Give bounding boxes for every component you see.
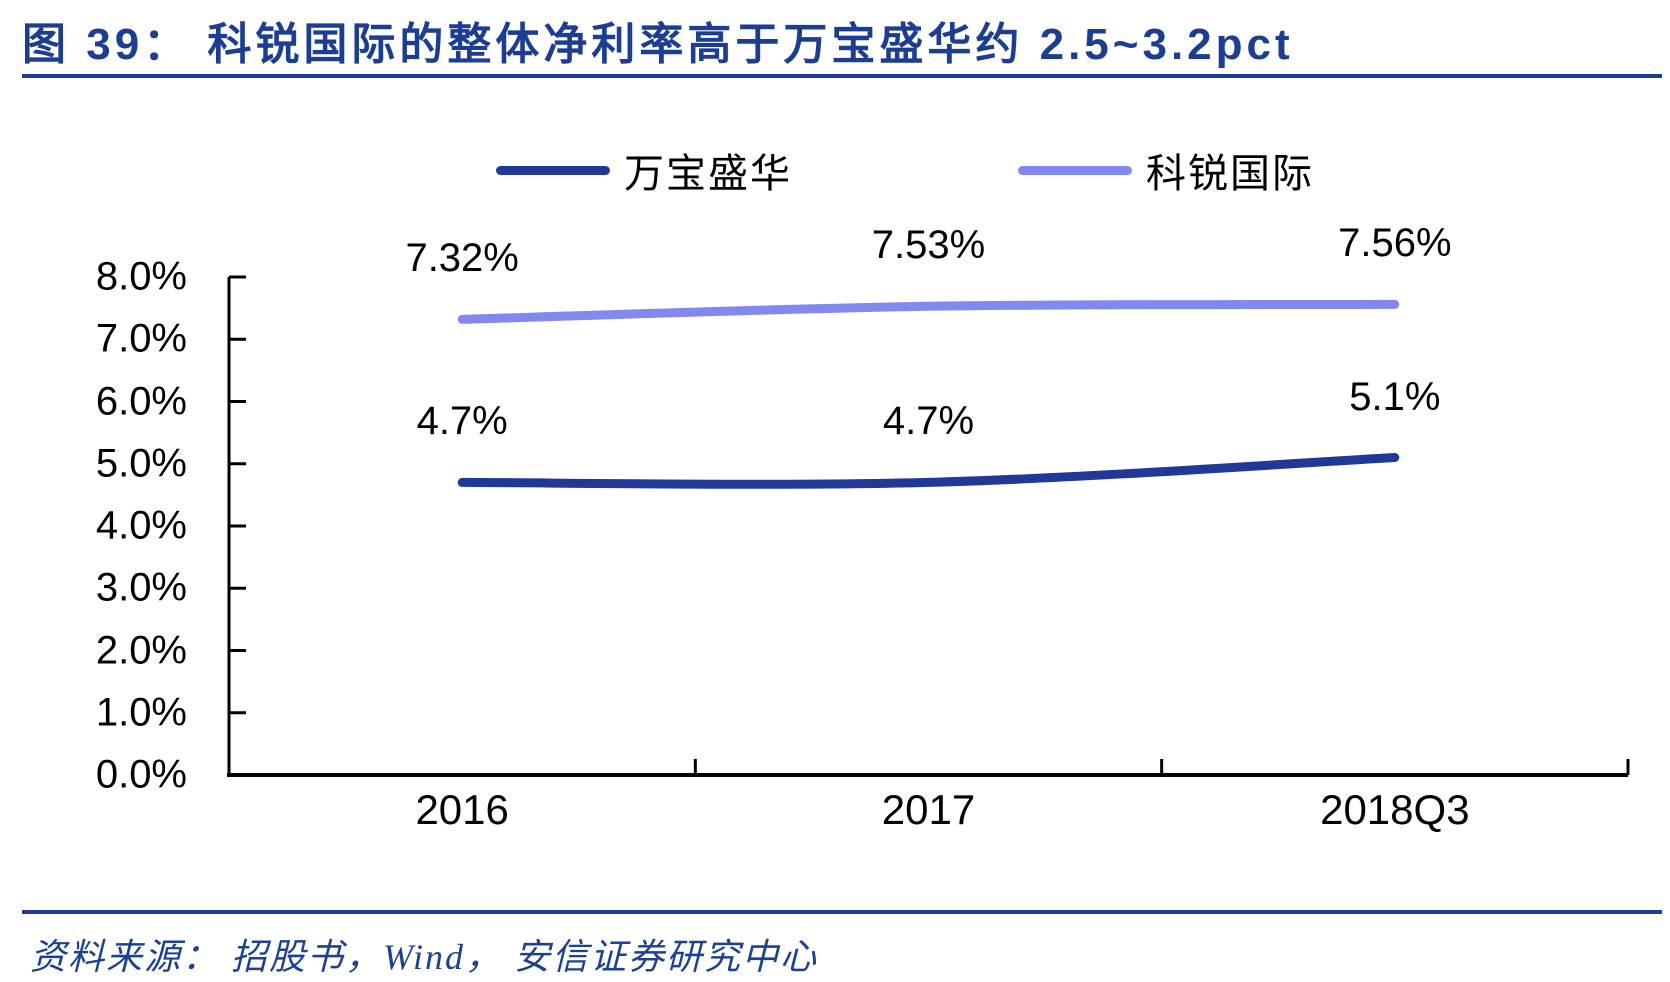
y-axis-tick-label: 2.0%: [95, 628, 187, 672]
legend-swatch-career: [1018, 165, 1132, 175]
y-axis-tick-label: 1.0%: [95, 690, 187, 735]
source-note: 资料来源： 招股书，Wind， 安信证券研究中心: [30, 937, 819, 977]
data-label-series1-pt2: 7.56%: [1338, 221, 1452, 266]
y-axis-tick-label: 8.0%: [95, 254, 187, 299]
data-label-series1-pt0: 7.32%: [405, 236, 519, 281]
series-line-1: [457, 299, 1400, 324]
y-axis-tick-label: 7.0%: [95, 316, 187, 361]
legend-item-career: 科锐国际: [1018, 150, 1314, 196]
legend-item-manpower: 万宝盛华: [496, 150, 792, 196]
data-label-series0-pt2: 5.1%: [1349, 374, 1441, 419]
source-separator-line: [22, 910, 1662, 914]
y-axis-tick-label: 4.0%: [95, 503, 187, 548]
series-line-0: [457, 453, 1400, 489]
y-axis-tick-label: 3.0%: [95, 565, 187, 610]
y-axis-tick-label: 5.0%: [95, 441, 187, 486]
legend-swatch-manpower: [496, 165, 610, 175]
title-underline: [22, 74, 1662, 78]
y-axis-tick-label: 6.0%: [95, 379, 187, 423]
x-category-label-2017: 2017: [881, 786, 976, 833]
legend-label-manpower: 万宝盛华: [624, 151, 792, 196]
x-category-label-2018Q3: 2018Q3: [1320, 786, 1470, 833]
x-category-label-2016: 2016: [415, 786, 509, 833]
legend-label-career: 科锐国际: [1146, 151, 1314, 196]
data-label-series1-pt1: 7.53%: [871, 223, 986, 268]
figure-title: 图 39： 科锐国际的整体净利率高于万宝盛华约 2.5~3.2pct: [22, 20, 1294, 69]
data-label-series0-pt0: 4.7%: [416, 399, 508, 444]
data-label-series0-pt1: 4.7%: [882, 399, 975, 444]
y-axis-tick-label: 0.0%: [95, 752, 187, 797]
y-axis: 0.0% 1.0% 2.0% 3.0% 4.0% 5.0% 6.0% 7.0% 8.0%: [0, 0, 187, 982]
